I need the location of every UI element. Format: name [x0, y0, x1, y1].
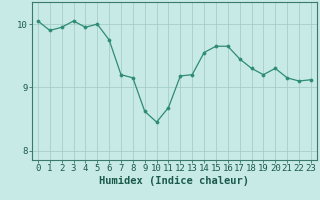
X-axis label: Humidex (Indice chaleur): Humidex (Indice chaleur) — [100, 176, 249, 186]
